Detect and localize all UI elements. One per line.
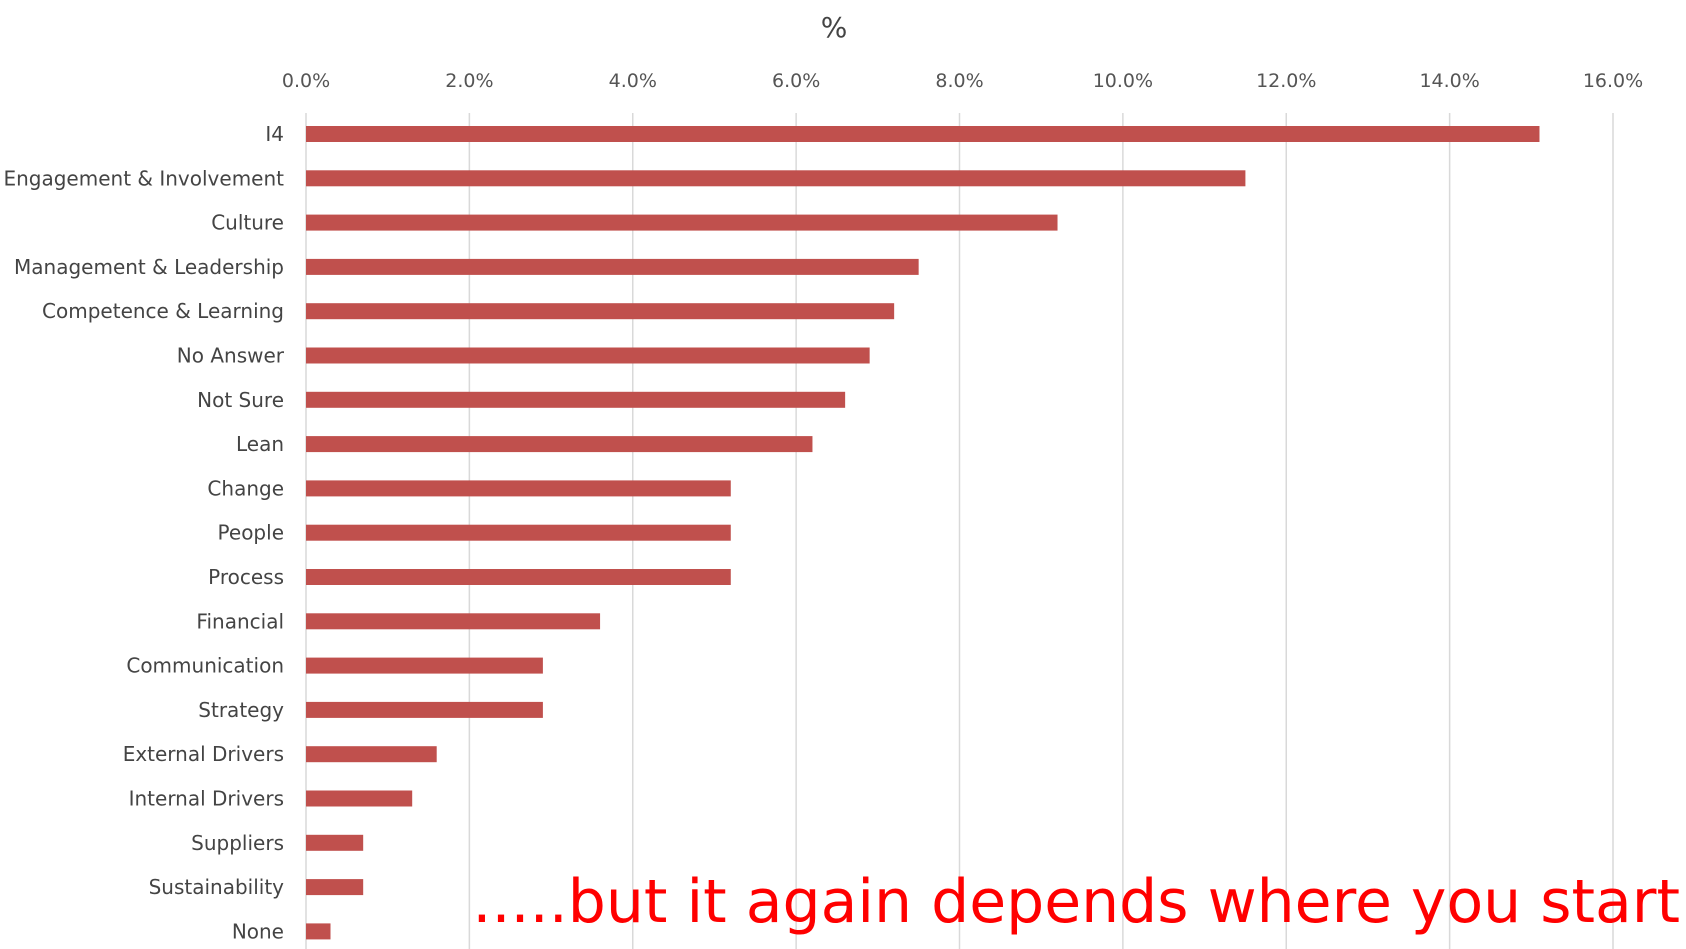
category-label: Communication	[126, 654, 284, 678]
bar	[306, 170, 1246, 187]
bar	[306, 790, 413, 807]
category-label: Suppliers	[191, 831, 284, 855]
bar	[306, 879, 364, 896]
bar	[306, 126, 1540, 142]
category-label: Competence & Learning	[42, 299, 284, 323]
bar	[306, 834, 364, 851]
category-label: No Answer	[177, 344, 285, 368]
bar	[306, 657, 543, 674]
bar	[306, 347, 870, 364]
category-label: Lean	[236, 432, 284, 456]
x-tick-label: 2.0%	[445, 70, 493, 92]
x-tick-label: 14.0%	[1419, 70, 1479, 92]
category-label: External Drivers	[123, 742, 284, 766]
category-label: Process	[208, 565, 284, 589]
category-label: Financial	[196, 609, 284, 633]
bar	[306, 613, 601, 630]
bar	[306, 569, 731, 585]
category-label: Engagement & Involvement	[3, 166, 284, 190]
x-tick-label: 4.0%	[609, 70, 657, 92]
bar	[306, 303, 895, 320]
x-tick-label: 0.0%	[282, 70, 330, 92]
category-label: I4	[265, 122, 284, 146]
bar	[306, 923, 331, 940]
x-tick-label: 10.0%	[1093, 70, 1153, 92]
bar	[306, 524, 731, 541]
bar	[306, 746, 437, 763]
bar	[306, 701, 543, 718]
category-label: People	[218, 521, 284, 545]
category-label: Change	[207, 476, 284, 500]
category-label: Strategy	[198, 698, 284, 722]
x-tick-label: 6.0%	[772, 70, 820, 92]
category-label: None	[232, 919, 284, 943]
bar	[306, 258, 919, 275]
bar	[306, 480, 731, 497]
category-label: Not Sure	[197, 388, 284, 412]
category-label: Sustainability	[149, 875, 285, 899]
bar	[306, 391, 846, 408]
category-label: Internal Drivers	[129, 787, 284, 811]
x-tick-label: 16.0%	[1583, 70, 1643, 92]
bar	[306, 214, 1058, 231]
category-label: Management & Leadership	[14, 255, 284, 279]
x-tick-label: 12.0%	[1256, 70, 1316, 92]
annotation-text: .....but it again depends where you star…	[472, 867, 1680, 937]
category-label: Culture	[211, 211, 284, 235]
bar	[306, 436, 813, 453]
chart-title: %	[821, 11, 848, 44]
x-tick-label: 8.0%	[935, 70, 983, 92]
